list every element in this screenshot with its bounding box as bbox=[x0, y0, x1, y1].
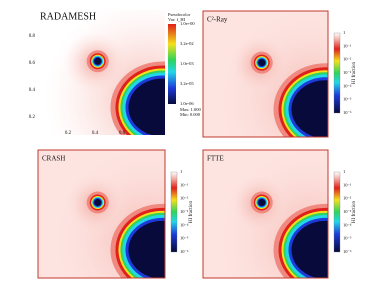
colorbar-tick-label: 10⁻⁶ bbox=[180, 249, 189, 254]
ionized-region bbox=[258, 198, 266, 206]
field bbox=[38, 10, 165, 135]
colorbar bbox=[333, 32, 341, 114]
y-tick-label: 0.4 bbox=[29, 88, 36, 93]
panel-border bbox=[37, 149, 166, 279]
y-tick-label: 0.2 bbox=[29, 115, 36, 120]
colorbar-tick-label: 10⁻¹ bbox=[180, 182, 189, 187]
ionized-region bbox=[94, 57, 102, 65]
colorbar-tick-label: 1 bbox=[343, 169, 345, 174]
ionized-region bbox=[291, 220, 328, 278]
legend-title: Pseudocolor bbox=[168, 12, 191, 17]
panel-title: C²-Ray bbox=[207, 16, 228, 24]
colorbar-tick-label: 10⁻³ bbox=[180, 209, 189, 214]
field bbox=[203, 11, 328, 137]
colorbar-tick-label: 1.0e+00 bbox=[180, 21, 195, 26]
colorbar bbox=[168, 24, 176, 104]
ionized-region bbox=[291, 80, 328, 137]
panel: C²-Ray 1 10⁻¹ 10⁻² 10⁻³ 10⁻⁴ 10⁻⁵ 10⁻⁶ HI fracti… bbox=[202, 10, 357, 138]
colorbar-tick-label: 10⁻⁵ bbox=[180, 236, 189, 241]
colorbar-tick-label: 3.2e-02 bbox=[180, 41, 194, 46]
colorbar-tick-label: 10⁻⁴ bbox=[180, 222, 189, 227]
x-tick-label: 0.8 bbox=[146, 131, 153, 136]
colorbar-tick-label: 1 bbox=[343, 30, 345, 35]
colorbar-tick-label: 10⁻² bbox=[180, 196, 189, 201]
panel: RADAMESH 0.8 0.6 0.4 0.2 0.2 0.4 0.6 0.8 Pseudoco… bbox=[29, 10, 201, 136]
panel: CRASH 1 10⁻¹ 10⁻² 10⁻³ 10⁻⁴ 10⁻⁵ 10⁻⁶ HI fractio… bbox=[37, 149, 194, 279]
legend-max: Max: 1.000 bbox=[180, 107, 201, 112]
legend-min: Min: 0.000 bbox=[180, 112, 201, 117]
colorbar-tick-label: 3.2e-05 bbox=[180, 81, 194, 86]
ionized-region bbox=[128, 78, 165, 135]
ionized-region bbox=[258, 59, 266, 67]
x-tick-label: 0.4 bbox=[92, 131, 99, 136]
field bbox=[38, 150, 165, 278]
colorbar-tick-label: 10⁻⁶ bbox=[343, 110, 352, 115]
colorbar-tick-label: 10⁻⁴ bbox=[343, 83, 352, 88]
ionized-region bbox=[128, 220, 165, 278]
panel-title: CRASH bbox=[42, 155, 65, 163]
panel-title: RADAMESH bbox=[40, 11, 96, 22]
colorbar-tick-label: 10⁻⁶ bbox=[343, 249, 352, 254]
panel: FTTE 1 10⁻¹ 10⁻² 10⁻³ 10⁻⁴ 10⁻⁵ 10⁻⁶ HI fraction bbox=[202, 149, 357, 279]
legend-variable: Var: f_HI bbox=[168, 17, 186, 22]
colorbar-tick-label: 10⁻¹ bbox=[343, 43, 352, 48]
colorbar-tick-label: 10⁻³ bbox=[343, 70, 352, 75]
y-tick-label: 0.6 bbox=[29, 61, 36, 66]
colorbar-tick-label: 10⁻⁴ bbox=[343, 222, 352, 227]
colorbar-label: HI fraction bbox=[189, 200, 194, 223]
colorbar-tick-label: 1.0e-03 bbox=[180, 61, 194, 66]
colorbar-tick-label: 10⁻⁵ bbox=[343, 236, 352, 241]
panel-border bbox=[202, 149, 329, 279]
colorbar-label: HI fraction bbox=[352, 200, 357, 223]
colorbar-label: HI fraction bbox=[352, 61, 357, 84]
panel-border bbox=[202, 10, 329, 138]
colorbar bbox=[333, 171, 341, 253]
panel-title: FTTE bbox=[207, 155, 224, 163]
colorbar-tick-label: 1.0e-06 bbox=[180, 101, 194, 106]
colorbar-tick-label: 10⁻² bbox=[343, 57, 352, 62]
colorbar bbox=[170, 171, 178, 253]
x-tick-label: 0.2 bbox=[65, 131, 72, 136]
colorbar-tick-label: 10⁻² bbox=[343, 196, 352, 201]
field bbox=[203, 150, 328, 278]
colorbar-tick-label: 10⁻³ bbox=[343, 209, 352, 214]
colorbar-tick-label: 10⁻⁵ bbox=[343, 97, 352, 102]
colorbar-tick-label: 1 bbox=[180, 169, 182, 174]
colorbar-tick-label: 10⁻¹ bbox=[343, 182, 352, 187]
x-tick-label: 0.6 bbox=[119, 131, 126, 136]
ionized-region bbox=[94, 198, 102, 206]
y-tick-label: 0.8 bbox=[29, 34, 36, 39]
